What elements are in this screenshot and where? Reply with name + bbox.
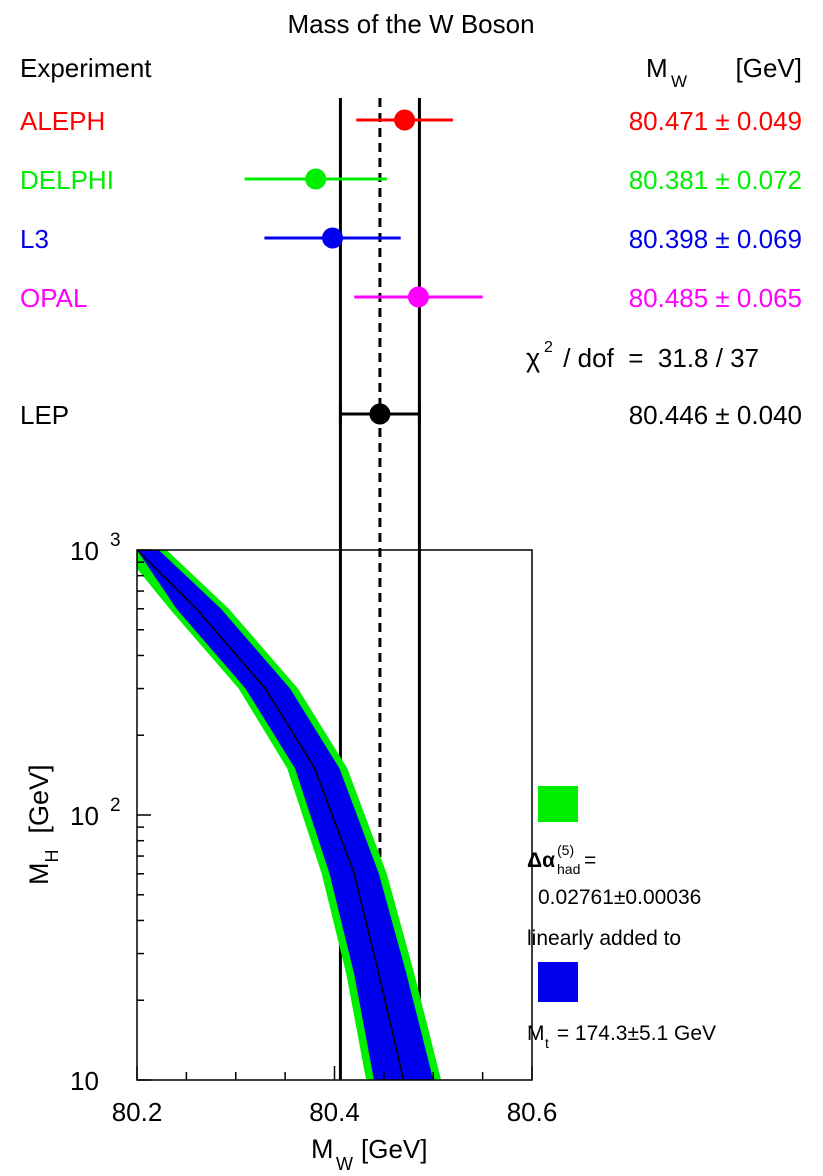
experiment-name-delphi: DELPHI [20, 165, 114, 195]
legend-alpha-superscript: (5) [557, 842, 574, 858]
x-axis-symbol: M [311, 1134, 334, 1164]
y-tick-exponent: 2 [110, 795, 121, 816]
chi2-symbol: χ [526, 343, 540, 373]
experiment-name-opal: OPAL [20, 283, 87, 313]
combined-name: LEP [20, 400, 69, 430]
combined-value-label: 80.446 ± 0.040 [629, 400, 802, 430]
data-point-aleph [394, 109, 416, 131]
legend-mt-text: = 174.3±5.1 GeV [551, 1022, 716, 1045]
inner-band-blue [137, 550, 434, 1080]
value-label-aleph: 80.471 ± 0.049 [629, 106, 802, 136]
x-tick-label: 80.6 [507, 1097, 558, 1127]
band-legend: Δα (5) had = 0.02761±0.00036 linearly ad… [527, 786, 716, 1051]
y-axis-subscript: H [42, 850, 62, 863]
chart-title: Mass of the W Boson [287, 9, 534, 39]
value-label-delphi: 80.381 ± 0.072 [629, 165, 802, 195]
data-point-delphi [305, 168, 327, 190]
legend-alpha-equals: = [584, 849, 596, 872]
y-tick-label: 10 [70, 536, 99, 566]
chi2-text: / dof = 31.8 / 37 [556, 343, 759, 373]
x-axis-unit: [GeV] [361, 1134, 427, 1164]
mass-header-symbol: M [646, 53, 668, 83]
y-tick-label: 10 [70, 801, 99, 831]
y-axis-label: MH [GeV] [24, 764, 62, 885]
data-point-opal [407, 286, 429, 308]
value-label-l3: 80.398 ± 0.069 [629, 224, 802, 254]
data-point-l3 [322, 227, 344, 249]
experiment-name-l3: L3 [20, 224, 49, 254]
central-curve [137, 550, 405, 1080]
axis-ticks [136, 549, 533, 1081]
legend-mt-symbol: M [527, 1022, 545, 1045]
legend-alpha-symbol: Δα [527, 849, 555, 872]
x-axis-subscript: W [336, 1154, 353, 1174]
legend-mt-subscript: t [545, 1035, 549, 1051]
combined-point [369, 403, 391, 425]
svg-text:MH[GeV]: MH [GeV] [24, 764, 62, 885]
legend-swatch-blue [538, 962, 578, 1002]
y-axis-unit: [GeV] [24, 764, 54, 833]
legend-swatch-green [538, 786, 578, 822]
y-tick-exponent: 3 [110, 530, 121, 551]
mass-header: M W [GeV] [646, 53, 802, 91]
mass-header-unit: [GeV] [736, 53, 802, 83]
experiment-header: Experiment [20, 53, 152, 83]
x-tick-label: 80.2 [112, 1097, 163, 1127]
x-tick-label: 80.4 [309, 1097, 360, 1127]
value-label-opal: 80.485 ± 0.065 [629, 283, 802, 313]
legend-alpha-value: 0.02761±0.00036 [538, 886, 701, 909]
axis-tick-labels: 80.2 80.4 80.6 10 10 2 10 3 [70, 530, 557, 1127]
legend-alpha-subscript: had [557, 861, 580, 877]
experiment-name-aleph: ALEPH [20, 106, 105, 136]
mass-header-subscript: W [671, 72, 687, 91]
y-tick-label: 10 [70, 1066, 99, 1096]
x-axis-label: M W [GeV] [311, 1134, 427, 1174]
measurement-marks: ALEPH 80.471 ± 0.049 DELPHI 80.381 ± 0.072 L… [20, 106, 802, 430]
chi2-superscript: 2 [544, 339, 553, 356]
chi2-label: χ 2 / dof = 31.8 / 37 [526, 339, 759, 373]
plot-area [137, 550, 442, 1080]
y-axis-symbol: M [24, 863, 54, 886]
legend-connector: linearly added to [527, 927, 681, 950]
